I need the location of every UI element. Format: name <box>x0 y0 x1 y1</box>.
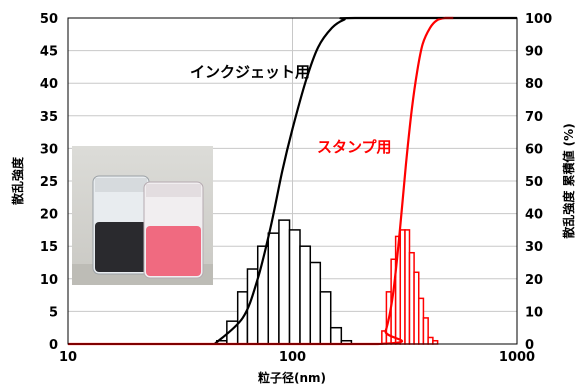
y-tick-label: 35 <box>40 110 58 125</box>
y2-tick-label: 100 <box>525 12 552 27</box>
y-tick-label: 5 <box>49 305 58 320</box>
series-label-inkjet: インクジェット用 <box>190 63 310 81</box>
jar-left-cap <box>95 178 147 192</box>
x-tick-label: 1000 <box>499 350 535 365</box>
x-tick-label: 100 <box>279 350 306 365</box>
y2-tick-label: 10 <box>525 305 543 320</box>
y2-tick-label: 0 <box>525 338 534 353</box>
y2-axis-label: 散乱強度 累積値 (%) <box>561 123 576 238</box>
histogram-bar <box>299 245 312 345</box>
jar-photo <box>72 146 213 285</box>
y2-tick-label: 90 <box>525 45 543 60</box>
plot-frame <box>67 17 518 345</box>
y2-tick-label: 70 <box>525 110 543 125</box>
x-tick-label: 10 <box>59 350 77 365</box>
histogram-bar <box>267 232 280 345</box>
series-label-stamp: スタンプ用 <box>317 138 392 156</box>
y-axis-label: 散乱強度 <box>10 156 25 205</box>
jar-right-liquid <box>146 226 201 276</box>
y-tick-label: 25 <box>40 175 58 190</box>
y-tick-label: 20 <box>40 208 58 223</box>
cumulative-curve <box>67 16 454 346</box>
y-tick-label: 40 <box>40 77 58 92</box>
jar-left-liquid <box>95 222 147 272</box>
y-tick-label: 45 <box>40 45 58 60</box>
y2-tick-label: 20 <box>525 273 543 288</box>
histogram-bar <box>309 261 322 345</box>
x-axis-label: 粒子径(nm) <box>258 370 326 385</box>
y2-tick-label: 80 <box>525 77 543 92</box>
histogram-bar <box>288 229 301 345</box>
y-tick-label: 0 <box>49 338 58 353</box>
y-tick-label: 50 <box>40 12 58 27</box>
tick-labels: 0510152025303540455001020304050607080901… <box>40 12 552 365</box>
y-tick-label: 30 <box>40 142 58 157</box>
histogram-bar <box>329 326 343 345</box>
histogram-bar <box>319 291 332 345</box>
y2-tick-label: 40 <box>525 208 543 223</box>
histogram-bar <box>278 219 291 345</box>
y2-tick-label: 60 <box>525 142 543 157</box>
y-tick-label: 10 <box>40 273 58 288</box>
y2-tick-label: 50 <box>525 175 543 190</box>
y2-tick-label: 30 <box>525 240 543 255</box>
jar-right-cap <box>146 184 201 197</box>
y-tick-label: 15 <box>40 240 58 255</box>
